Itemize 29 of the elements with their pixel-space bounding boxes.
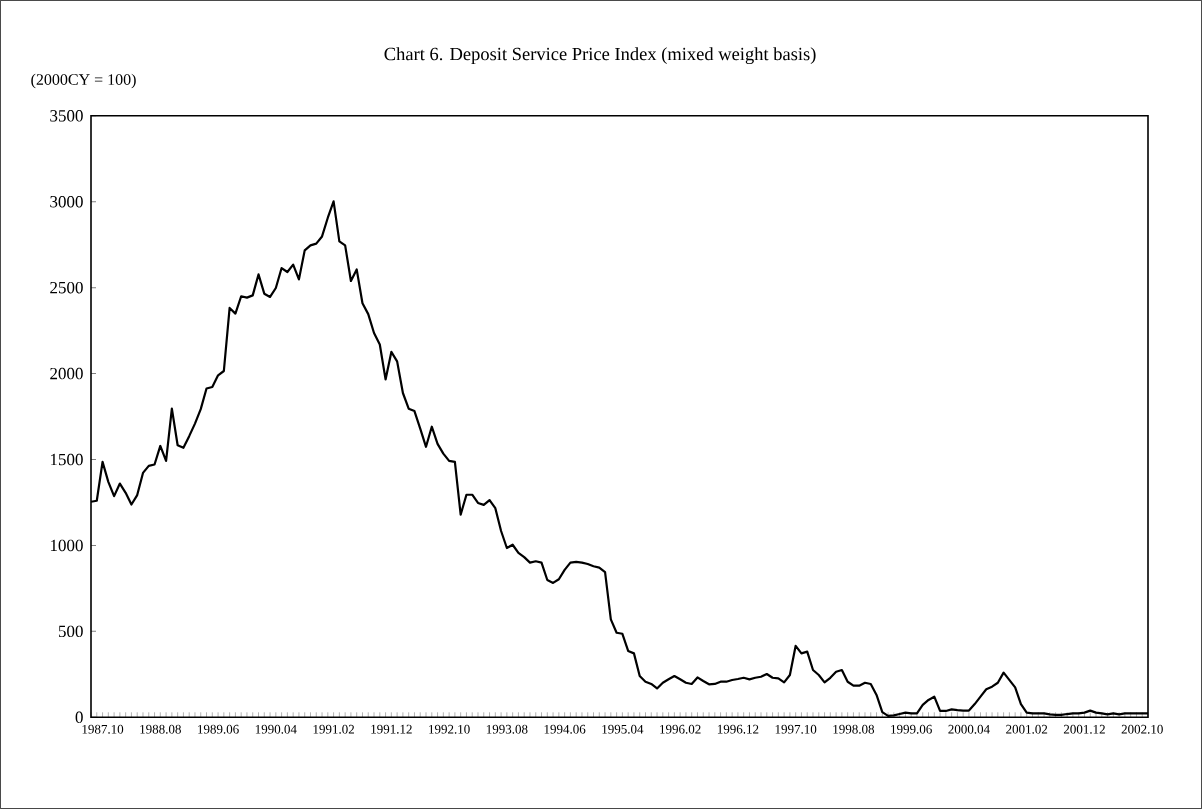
x-tick-label: 1988.08 <box>140 724 181 734</box>
x-tick-label: 1993.08 <box>486 724 528 734</box>
x-tick-label: 1987.10 <box>82 724 124 734</box>
x-tick-label: 1992.10 <box>429 724 470 734</box>
y-tick-label: 3000 <box>50 195 83 208</box>
x-tick-label: 1996.02 <box>660 724 701 734</box>
x-tick-label: 2000.04 <box>948 724 990 734</box>
chart-title: Chart 6. Deposit Service Price Index (mixed weight basis) <box>384 47 816 65</box>
x-tick-label: 1991.02 <box>313 724 354 734</box>
x-tick-label: 1998.08 <box>833 724 875 734</box>
x-tick-label: 2002.10 <box>1121 724 1163 734</box>
y-tick-label: 0 <box>75 711 83 724</box>
x-tick-label: 1997.10 <box>775 724 817 734</box>
x-tick-label: 1990.04 <box>255 724 297 734</box>
x-tick-label: 1994.06 <box>544 724 586 734</box>
y-axis-title: (2000CY = 100) <box>31 73 136 89</box>
y-tick-label: 2500 <box>50 281 83 294</box>
x-tick-label: 1995.04 <box>602 724 644 734</box>
y-tick-label: 1000 <box>50 539 83 552</box>
x-tick-label: 1991.12 <box>371 724 412 734</box>
x-tick-label: 1989.06 <box>198 724 239 734</box>
y-tick-label: 500 <box>58 625 83 638</box>
x-tick-label: 1999.06 <box>891 724 932 734</box>
x-tick-label: 2001.02 <box>1006 724 1048 734</box>
y-tick-label: 2000 <box>50 367 83 380</box>
x-tick-label: 2001.12 <box>1063 724 1105 734</box>
x-tick-label: 1996.12 <box>717 724 759 734</box>
y-tick-label: 1500 <box>50 453 83 466</box>
y-tick-label: 3500 <box>50 110 83 122</box>
